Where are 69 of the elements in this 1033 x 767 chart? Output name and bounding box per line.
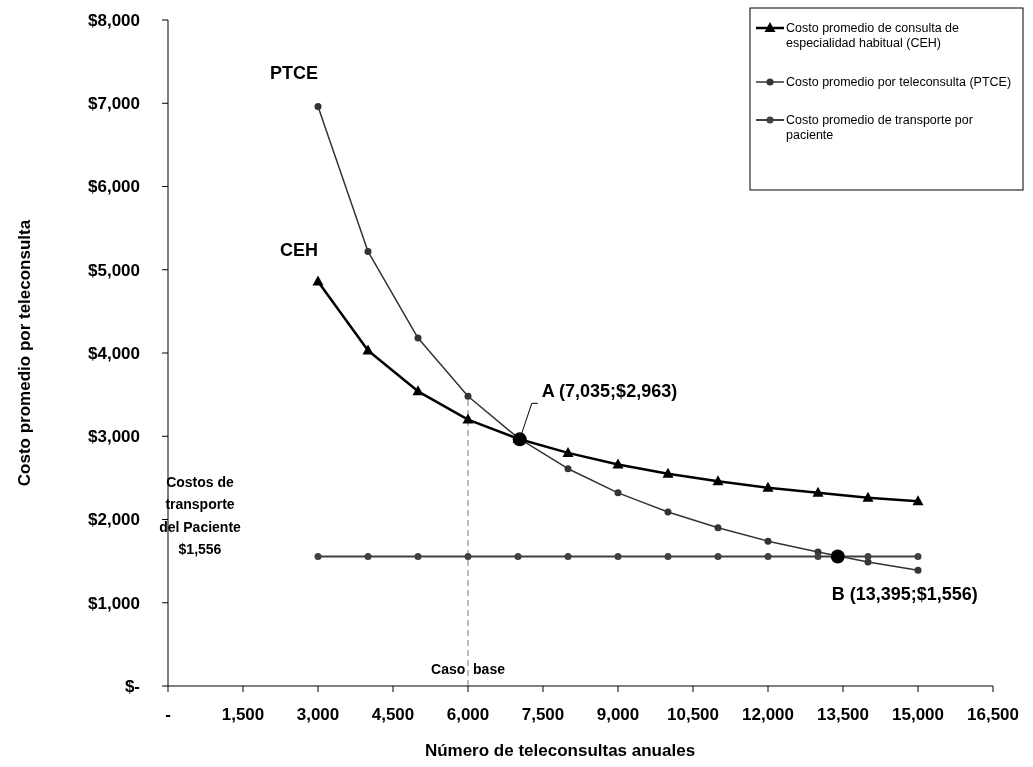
point <box>562 446 574 457</box>
x-tick-label: 7,500 <box>521 705 565 724</box>
annotation: B (13,395;$1,556) <box>831 584 978 605</box>
x-tick-label: 4,500 <box>371 705 415 724</box>
point <box>514 552 522 560</box>
x-tick-label: 12,000 <box>742 705 794 724</box>
x-tick-label: 13,500 <box>817 705 869 724</box>
point <box>364 552 372 560</box>
x-tick-label: - <box>165 705 171 724</box>
point <box>914 552 922 560</box>
x-tick-label: 15,000 <box>892 705 944 724</box>
x-tick-label: 9,000 <box>596 705 640 724</box>
annotation: A (7,035;$2,963) <box>541 381 678 402</box>
point <box>714 524 722 532</box>
x-tick-label: 10,500 <box>667 705 719 724</box>
point <box>414 552 422 560</box>
point <box>512 432 527 447</box>
point <box>912 495 924 506</box>
legend-label: Costo promedio por teleconsulta (PTCE) <box>786 75 1012 90</box>
point <box>664 552 672 560</box>
y-axis-title: Costo promedio por teleconsulta <box>15 219 34 487</box>
point <box>564 465 572 473</box>
point <box>614 552 622 560</box>
point <box>464 552 472 560</box>
y-tick-label: $7,000 <box>88 94 140 114</box>
point <box>462 413 474 424</box>
point <box>412 385 424 396</box>
y-tick-label: $4,000 <box>88 343 140 363</box>
x-tick-label: 1,500 <box>221 705 265 724</box>
point <box>762 481 774 492</box>
point <box>464 392 472 400</box>
point <box>814 552 822 560</box>
x-axis-title: Número de teleconsultas anuales <box>424 741 696 760</box>
point <box>612 458 624 469</box>
y-tick-label: $1,000 <box>88 593 140 613</box>
point <box>314 103 322 111</box>
x-tick-label: 16,500 <box>967 705 1019 724</box>
annotation: PTCE <box>269 62 318 83</box>
y-tick-label: $6,000 <box>88 177 140 197</box>
legend-label: Costo promedio de transporte por paciente <box>786 113 973 143</box>
point <box>830 549 845 564</box>
point <box>664 508 672 516</box>
point <box>614 489 622 497</box>
x-tick-label: 6,000 <box>446 705 490 724</box>
point <box>364 247 372 255</box>
point <box>714 552 722 560</box>
y-tick-label: $3,000 <box>88 427 140 447</box>
point <box>564 552 572 560</box>
point <box>362 344 374 355</box>
point <box>864 552 872 560</box>
point <box>414 334 422 342</box>
point <box>862 491 874 502</box>
point <box>764 552 772 560</box>
y-tick-label: $2,000 <box>88 510 140 530</box>
point <box>314 552 322 560</box>
legend-label: Costo promedio de consulta de especialidad habitual (CEH) <box>786 21 960 51</box>
y-tick-label: $- <box>124 676 140 696</box>
point <box>764 537 772 545</box>
annotation: CEH <box>279 240 318 261</box>
point <box>662 467 674 478</box>
y-tick-label: $5,000 <box>88 260 140 280</box>
ref-line-label: Caso base <box>431 661 506 677</box>
point <box>914 566 922 574</box>
x-tick-label: 3,000 <box>296 705 340 724</box>
point <box>712 475 724 486</box>
point <box>812 486 824 497</box>
point <box>312 275 324 286</box>
annotation: Costos de transporte del Paciente $1,556 <box>159 474 242 558</box>
y-tick-label: $8,000 <box>88 10 140 30</box>
